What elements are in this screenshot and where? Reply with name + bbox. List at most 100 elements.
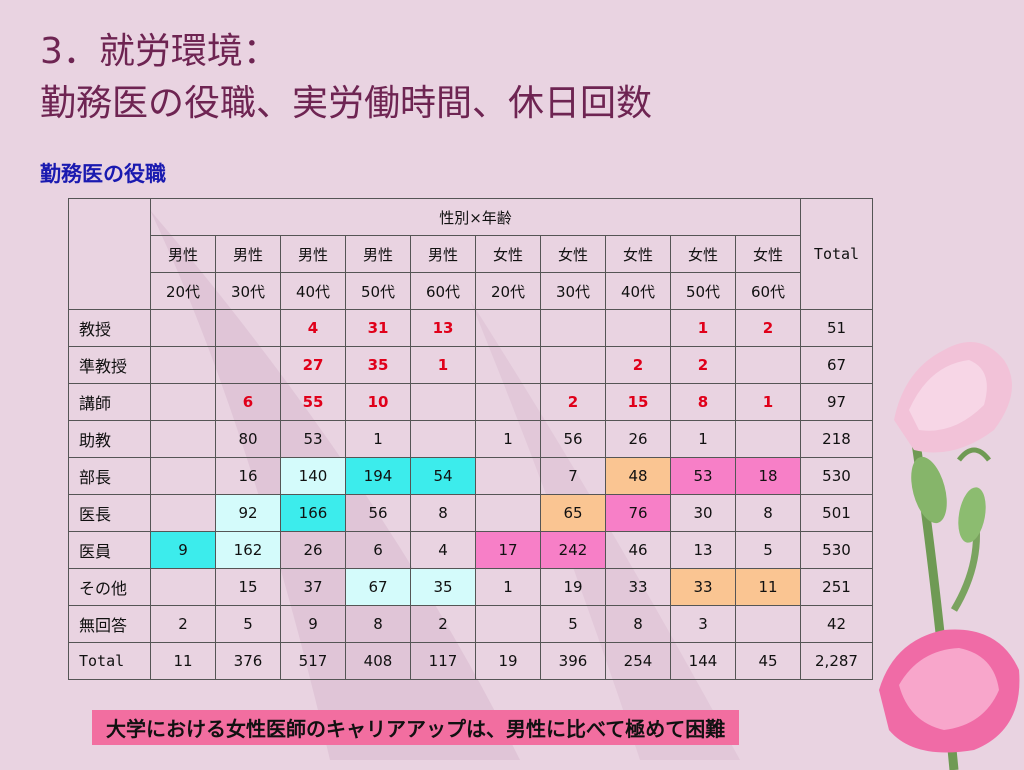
table-cell: 17 xyxy=(475,531,541,569)
table-cell xyxy=(475,346,541,384)
column-header-gender: 女性 xyxy=(475,235,541,273)
table-cell: 2 xyxy=(670,346,736,384)
table-cell: 9 xyxy=(150,531,216,569)
row-total-cell: 501 xyxy=(800,494,873,532)
table-cell: 15 xyxy=(605,383,671,421)
total-cell: 408 xyxy=(345,642,411,680)
slide-title-line1: 3．就労環境： xyxy=(40,31,279,72)
column-header-gender: 女性 xyxy=(670,235,736,273)
table-cell: 1 xyxy=(345,420,411,458)
slide-title: 3．就労環境： 勤務医の役職、実労働時間、休日回数 xyxy=(40,26,652,130)
table-cell xyxy=(475,494,541,532)
column-header-gender: 男性 xyxy=(345,235,411,273)
table-row: 準教授 27 35 1 2 2 67 xyxy=(68,346,873,384)
table-cell: 140 xyxy=(280,457,346,495)
total-cell: 517 xyxy=(280,642,346,680)
table-cell: 6 xyxy=(345,531,411,569)
section-label: 勤務医の役職 xyxy=(40,162,166,186)
table-cell: 26 xyxy=(605,420,671,458)
column-header-gender: 女性 xyxy=(735,235,801,273)
table-cell: 1 xyxy=(670,309,736,347)
column-header-age: 20代 xyxy=(150,272,216,310)
row-label: 準教授 xyxy=(68,346,151,384)
table-cell: 46 xyxy=(605,531,671,569)
table-cell: 55 xyxy=(280,383,346,421)
total-cell: 19 xyxy=(475,642,541,680)
table-cell: 4 xyxy=(410,531,476,569)
column-header-gender: 男性 xyxy=(280,235,346,273)
row-total-cell: 67 xyxy=(800,346,873,384)
slide-title-line2: 勤務医の役職、実労働時間、休日回数 xyxy=(40,83,653,124)
table-cell: 2 xyxy=(150,605,216,643)
row-total-cell: 218 xyxy=(800,420,873,458)
table-cell xyxy=(475,605,541,643)
column-header-age: 60代 xyxy=(735,272,801,310)
table-cell xyxy=(150,420,216,458)
row-label: その他 xyxy=(68,568,151,606)
table-cell: 15 xyxy=(215,568,281,606)
table-cell: 194 xyxy=(345,457,411,495)
table-cell xyxy=(215,346,281,384)
table-cell: 35 xyxy=(345,346,411,384)
column-header-gender: 男性 xyxy=(215,235,281,273)
column-header-gender: 男性 xyxy=(410,235,476,273)
table-cell: 1 xyxy=(735,383,801,421)
table-cell: 53 xyxy=(670,457,736,495)
table-row: その他 15 37 67 35 1 19 33 33 11 251 xyxy=(68,568,873,606)
table-cell: 9 xyxy=(280,605,346,643)
table-cell: 5 xyxy=(215,605,281,643)
table-cell: 1 xyxy=(410,346,476,384)
table-cell xyxy=(410,383,476,421)
table-cell: 5 xyxy=(540,605,606,643)
table-cell: 11 xyxy=(735,568,801,606)
table-cell: 242 xyxy=(540,531,606,569)
row-total-cell: 530 xyxy=(800,457,873,495)
table-cell: 8 xyxy=(345,605,411,643)
header-row-gender: 男性 男性 男性 男性 男性 女性 女性 女性 女性 女性 xyxy=(69,235,873,273)
table-cell: 7 xyxy=(540,457,606,495)
total-cell: 45 xyxy=(735,642,801,680)
total-cell: 117 xyxy=(410,642,476,680)
table-row: 医員 9 162 26 6 4 17 242 46 13 5 530 xyxy=(68,531,873,569)
table-row: 講師 6 55 10 2 15 8 1 97 xyxy=(68,383,873,421)
table-cell: 8 xyxy=(735,494,801,532)
column-header-age: 20代 xyxy=(475,272,541,310)
total-cell: 144 xyxy=(670,642,736,680)
row-label: 無回答 xyxy=(68,605,151,643)
table-cell: 3 xyxy=(670,605,736,643)
table-cell: 19 xyxy=(540,568,606,606)
column-header-age: 50代 xyxy=(345,272,411,310)
total-cell: 396 xyxy=(540,642,606,680)
table-cell: 33 xyxy=(605,568,671,606)
table-cell: 162 xyxy=(215,531,281,569)
table-cell: 13 xyxy=(670,531,736,569)
column-header-age: 30代 xyxy=(215,272,281,310)
row-label: 医長 xyxy=(68,494,151,532)
table-cell: 5 xyxy=(735,531,801,569)
column-header-age: 50代 xyxy=(670,272,736,310)
header-row-age: 20代 30代 40代 50代 60代 20代 30代 40代 50代 60代 xyxy=(69,272,873,310)
table-cell: 56 xyxy=(540,420,606,458)
total-cell: 254 xyxy=(605,642,671,680)
total-cell: 11 xyxy=(150,642,216,680)
row-label: 助教 xyxy=(68,420,151,458)
row-label: 医員 xyxy=(68,531,151,569)
table-cell xyxy=(540,346,606,384)
table-cell: 166 xyxy=(280,494,346,532)
table-cell: 80 xyxy=(215,420,281,458)
total-column-header: Total xyxy=(800,198,873,310)
column-header-age: 60代 xyxy=(410,272,476,310)
table-cell: 1 xyxy=(475,420,541,458)
table-cell: 31 xyxy=(345,309,411,347)
table-cell: 76 xyxy=(605,494,671,532)
table-cell: 30 xyxy=(670,494,736,532)
group-header: 性別×年齢 xyxy=(150,198,801,236)
row-total-cell: 530 xyxy=(800,531,873,569)
table-cell: 67 xyxy=(345,568,411,606)
table-cell: 37 xyxy=(280,568,346,606)
table-cell: 18 xyxy=(735,457,801,495)
table-cell: 54 xyxy=(410,457,476,495)
header-row-group: 性別×年齢 Total xyxy=(68,198,873,310)
table-cell: 35 xyxy=(410,568,476,606)
table-cell: 33 xyxy=(670,568,736,606)
